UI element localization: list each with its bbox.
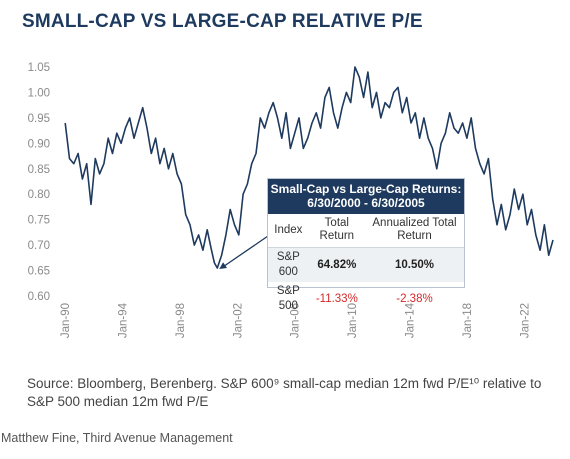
x-tick-label: Jan-18 bbox=[462, 303, 474, 338]
y-tick-label: 0.65 bbox=[28, 266, 50, 278]
col-header-index: Index bbox=[268, 214, 309, 248]
row-index: S&P 600 bbox=[268, 247, 309, 282]
chart-card: SMALL-CAP VS LARGE-CAP RELATIVE P/E 0.60… bbox=[22, 11, 554, 409]
row-total-return: -11.33% bbox=[315, 292, 358, 305]
row-annualized-return: 10.50% bbox=[364, 247, 464, 282]
returns-table: Index Total Return Annualized Total Retu… bbox=[268, 214, 464, 316]
x-tick-label: Jan-02 bbox=[232, 303, 244, 338]
y-tick-label: 0.95 bbox=[28, 113, 50, 125]
row-index: S&P 500 bbox=[276, 285, 300, 312]
x-tick-label: Jan-90 bbox=[60, 303, 72, 338]
row-annualized-return: -2.38% bbox=[396, 292, 433, 305]
credit-line: Matthew Fine, Third Avenue Management bbox=[1, 431, 233, 445]
y-tick-label: 0.75 bbox=[28, 215, 50, 227]
relative-pe-line bbox=[64, 66, 554, 269]
y-tick-label: 0.70 bbox=[28, 240, 50, 252]
y-tick-label: 0.60 bbox=[28, 291, 50, 303]
col-header-total: Total Return bbox=[308, 214, 365, 248]
row-total-return: 64.82% bbox=[308, 247, 365, 282]
x-tick-label: Jan-06 bbox=[290, 303, 302, 338]
source-note: Source: Bloomberg, Berenberg. S&P 600⁹ s… bbox=[27, 376, 542, 409]
table-row: S&P 600 64.82% 10.50% bbox=[268, 247, 464, 282]
table-row: S&P 500 -11.33% -2.38% bbox=[268, 282, 464, 316]
x-tick-label: Jan-22 bbox=[519, 303, 531, 338]
x-tick-label: Jan-14 bbox=[405, 302, 417, 338]
x-tick-label: Jan-98 bbox=[175, 303, 187, 338]
returns-inset-table: Small-Cap vs Large-Cap Returns: 6/30/200… bbox=[267, 178, 465, 312]
x-tick-label: Jan-10 bbox=[347, 303, 359, 338]
callout-arrow bbox=[223, 235, 269, 267]
y-axis: 0.60 0.65 0.70 0.75 0.80 0.85 0.90 0.95 1.00 1.05 bbox=[28, 62, 50, 303]
callout-arrowhead bbox=[219, 262, 228, 270]
y-tick-label: 1.00 bbox=[28, 87, 50, 99]
col-header-annualized: Annualized Total Return bbox=[364, 214, 464, 248]
y-tick-label: 0.90 bbox=[28, 138, 50, 150]
table-header-row: Index Total Return Annualized Total Retu… bbox=[268, 214, 464, 248]
y-tick-label: 0.85 bbox=[28, 164, 50, 176]
inset-title: Small-Cap vs Large-Cap Returns: 6/30/200… bbox=[268, 179, 464, 214]
x-tick-label: Jan-94 bbox=[118, 302, 130, 338]
line-chart: 0.60 0.65 0.70 0.75 0.80 0.85 0.90 0.95 1.00 1.05… bbox=[28, 62, 554, 338]
x-axis: Jan-90 Jan-94 Jan-98 Jan-02 Jan-06 Jan-10 Jan-… bbox=[60, 302, 531, 338]
y-tick-label: 1.05 bbox=[28, 62, 50, 74]
chart-title: SMALL-CAP VS LARGE-CAP RELATIVE P/E bbox=[22, 11, 423, 32]
y-tick-label: 0.80 bbox=[28, 189, 50, 201]
